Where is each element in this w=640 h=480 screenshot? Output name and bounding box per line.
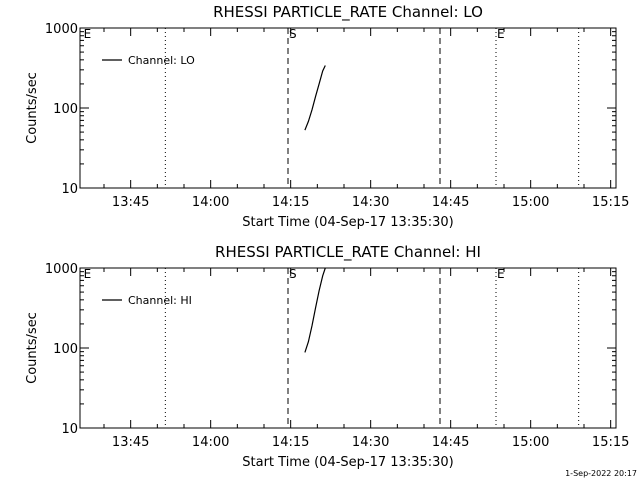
x-tick-label: 14:45 xyxy=(432,435,469,450)
marker-label: E xyxy=(497,27,505,41)
marker-label: S xyxy=(289,27,297,41)
y-tick-label: 10 xyxy=(61,422,78,437)
series-line xyxy=(304,65,326,131)
plot-frame xyxy=(79,27,617,189)
y-tick-label: 100 xyxy=(53,102,78,117)
plot-frame xyxy=(79,267,617,429)
x-axis-label: Start Time (04-Sep-17 13:35:30) xyxy=(242,455,453,470)
x-tick-label: 14:15 xyxy=(272,195,309,210)
x-tick-label: 14:00 xyxy=(192,435,229,450)
x-tick-label: 15:15 xyxy=(592,195,629,210)
x-tick-label: 15:15 xyxy=(592,435,629,450)
x-tick-label: 14:45 xyxy=(432,195,469,210)
chart-panel-lo: RHESSI PARTICLE_RATE Channel: LO Start T… xyxy=(25,3,629,230)
x-tick-label: 14:30 xyxy=(352,435,389,450)
y-axis-label: Counts/sec xyxy=(25,72,40,144)
legend-label: Channel: HI xyxy=(128,294,192,307)
x-tick-label: 15:00 xyxy=(512,195,549,210)
y-tick-label: 10 xyxy=(61,182,78,197)
chart-panel-hi: RHESSI PARTICLE_RATE Channel: HI Start T… xyxy=(25,243,629,470)
x-tick-label: 14:15 xyxy=(272,435,309,450)
x-tick-label: 13:45 xyxy=(112,195,149,210)
x-tick-label: 14:00 xyxy=(192,195,229,210)
y-tick-label: 1000 xyxy=(45,22,78,37)
marker-label: S xyxy=(289,267,297,281)
x-tick-label: 14:30 xyxy=(352,195,389,210)
chart-title: RHESSI PARTICLE_RATE Channel: LO xyxy=(213,3,483,22)
y-tick-label: 1000 xyxy=(45,262,78,277)
marker-label: E xyxy=(84,27,92,41)
y-tick-label: 100 xyxy=(53,342,78,357)
legend-label: Channel: LO xyxy=(128,54,195,67)
chart-title: RHESSI PARTICLE_RATE Channel: HI xyxy=(215,243,481,262)
marker-label: E xyxy=(497,267,505,281)
series-line xyxy=(304,267,326,353)
marker-label: E xyxy=(84,267,92,281)
timestamp-stamp: 1-Sep-2022 20:17 xyxy=(565,469,637,478)
y-axis-label: Counts/sec xyxy=(25,312,40,384)
x-axis-label: Start Time (04-Sep-17 13:35:30) xyxy=(242,215,453,230)
x-tick-label: 13:45 xyxy=(112,435,149,450)
x-tick-label: 15:00 xyxy=(512,435,549,450)
